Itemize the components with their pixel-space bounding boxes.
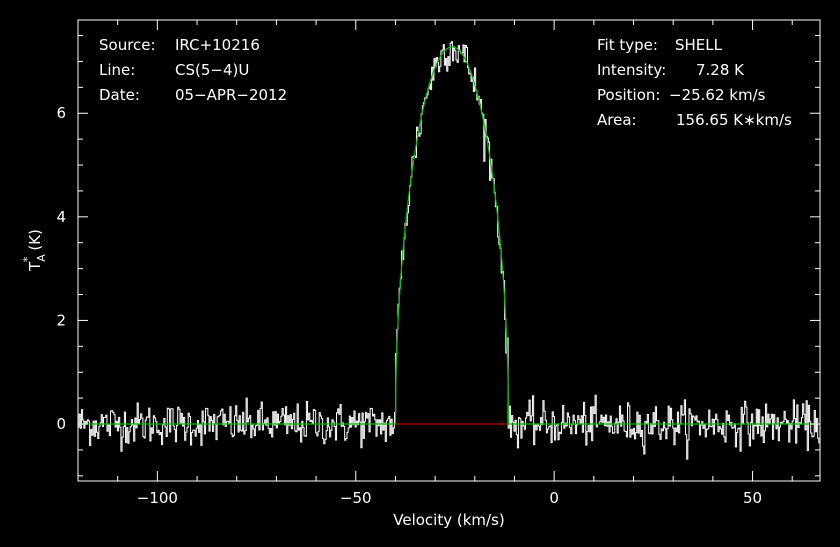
info-right-label-2: Position: bbox=[597, 86, 660, 104]
svg-text:TA*(K): TA* (K) bbox=[21, 229, 48, 272]
y-tick-label: 0 bbox=[56, 415, 66, 433]
data-layer bbox=[78, 41, 820, 460]
info-left-value-1: CS(5−4)U bbox=[175, 61, 249, 79]
info-left-label-1: Line: bbox=[99, 61, 135, 79]
ticks-layer: −100 −50 0 50 0 2 4 6 bbox=[56, 20, 820, 507]
x-tick-label: 50 bbox=[743, 489, 762, 507]
info-right-label-0: Fit type: bbox=[597, 36, 658, 54]
x-tick-label: −50 bbox=[340, 489, 372, 507]
info-right: Fit type: SHELL Intensity: 7.28 K Positi… bbox=[597, 36, 792, 129]
fit-line bbox=[78, 46, 820, 425]
info-left: Source: IRC+10216 Line: CS(5−4)U Date: 0… bbox=[99, 36, 287, 104]
info-right-value-3: 156.65 K∗km/s bbox=[676, 111, 792, 129]
y-tick-label: 6 bbox=[56, 104, 66, 122]
y-tick-label: 2 bbox=[56, 311, 66, 329]
plot-frame bbox=[77, 19, 821, 482]
info-right-value-0: SHELL bbox=[675, 36, 723, 54]
y-axis-label-sub: A bbox=[35, 254, 48, 262]
info-left-label-0: Source: bbox=[99, 36, 156, 54]
info-left-label-2: Date: bbox=[99, 86, 140, 104]
spectrum-line bbox=[78, 41, 820, 460]
y-tick-label: 4 bbox=[56, 208, 66, 226]
y-axis-label-main: T bbox=[26, 261, 44, 272]
info-left-value-2: 05−APR−2012 bbox=[175, 86, 287, 104]
x-tick-label: −100 bbox=[137, 489, 178, 507]
y-axis-label-unit: (K) bbox=[26, 229, 44, 251]
info-left-value-0: IRC+10216 bbox=[175, 36, 260, 54]
info-right-label-1: Intensity: bbox=[597, 61, 666, 79]
x-tick-label: 0 bbox=[549, 489, 559, 507]
y-axis-label-sup: * bbox=[21, 256, 34, 262]
y-axis-label: TA* (K) bbox=[21, 229, 48, 272]
info-right-value-1: 7.28 K bbox=[696, 61, 745, 79]
x-axis-label: Velocity (km/s) bbox=[393, 511, 504, 529]
info-right-label-3: Area: bbox=[597, 111, 637, 129]
info-right-value-2: −25.62 km/s bbox=[669, 86, 766, 104]
